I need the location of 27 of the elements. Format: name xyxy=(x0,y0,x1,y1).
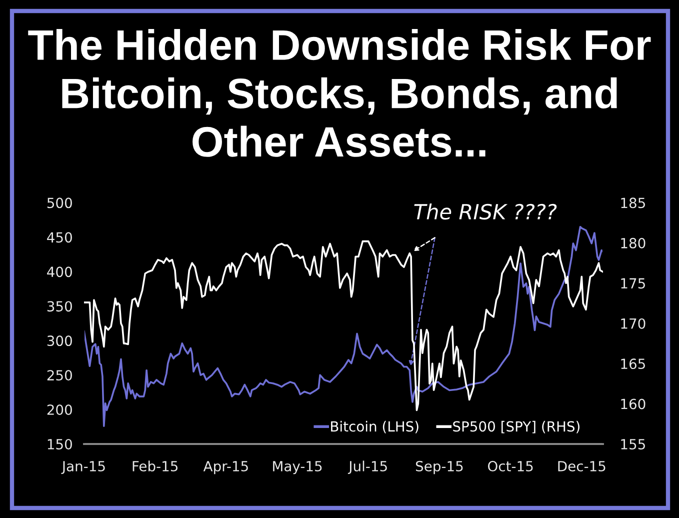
x-tick-label: Sep-15 xyxy=(416,460,463,474)
y2-tick-label: 180 xyxy=(621,238,646,248)
y-tick-label: 350 xyxy=(47,301,72,312)
y-tick-label: 450 xyxy=(47,232,72,243)
y-tick-label: 150 xyxy=(48,438,72,450)
y-tick-label: 300 xyxy=(47,336,72,346)
y2-tick-label: 160 xyxy=(621,398,646,410)
x-tick-label: May-15 xyxy=(273,461,322,474)
y-tick-label: 200 xyxy=(47,404,72,416)
y2-tick-label: 165 xyxy=(621,358,645,370)
x-tick-label: Feb-15 xyxy=(132,460,178,472)
x-tick-label: Jan-15 xyxy=(61,461,105,474)
x-tick-label: Jul-15 xyxy=(348,460,387,474)
legend-label: SP500 [SPY] (RHS) xyxy=(453,420,580,434)
y-tick-label: 250 xyxy=(47,370,72,381)
y-tick-label: 400 xyxy=(47,266,72,278)
legend-label: Bitcoin (LHS) xyxy=(331,420,418,434)
x-tick-label: Dec-15 xyxy=(558,461,606,472)
y2-tick-label: 170 xyxy=(621,318,646,329)
y2-tick-label: 175 xyxy=(621,278,645,289)
y-tick-label: 500 xyxy=(47,198,72,208)
y2-tick-label: 185 xyxy=(621,198,645,208)
chart-title: The Hidden Downside Risk For Bitcoin, Stocks, Bonds, and Other Assets... xyxy=(28,29,651,157)
x-tick-label: Apr-15 xyxy=(203,461,248,474)
x-tick-label: Oct-15 xyxy=(488,460,533,472)
y2-tick-label: 155 xyxy=(621,439,645,450)
annotation: The RISK ???? xyxy=(414,203,557,220)
